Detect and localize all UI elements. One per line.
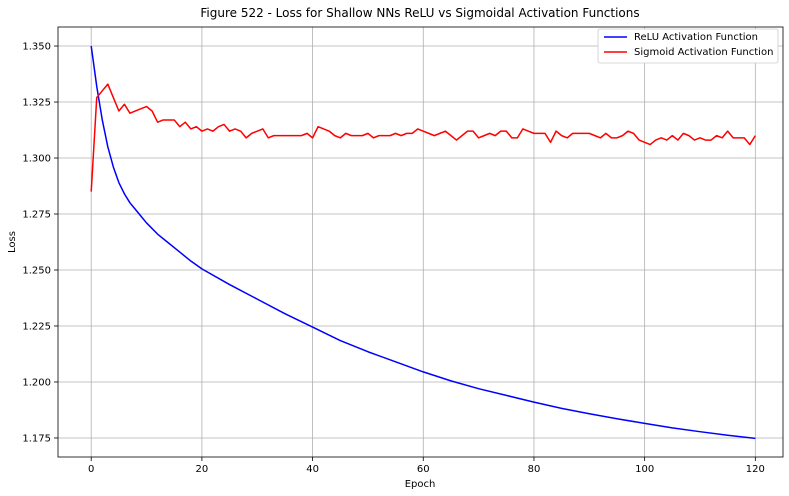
y-tick-label: 1.350 <box>22 42 51 53</box>
plot-frame <box>57 26 784 458</box>
legend-box <box>597 28 779 64</box>
y-tick-label: 1.300 <box>22 154 51 165</box>
x-tick-label: 100 <box>635 464 654 475</box>
y-axis-ticks: 1.175 1.200 1.225 1.250 1.275 1.300 1.325 1.350 <box>22 42 58 444</box>
y-tick-label: 1.225 <box>22 321 51 332</box>
legend-label-sigmoid: Sigmoid Activation Function <box>634 47 773 58</box>
series-layer <box>90 45 756 440</box>
x-tick-label: 120 <box>746 464 765 475</box>
y-tick-label: 1.275 <box>22 210 51 221</box>
legend-label-relu: ReLU Activation Function <box>634 32 758 43</box>
legend: ReLU Activation Function Sigmoid Activat… <box>597 28 779 64</box>
x-tick-label: 80 <box>528 464 541 475</box>
x-axis-ticks: 0 20 40 60 80 100 120 <box>88 457 765 475</box>
x-tick-label: 20 <box>196 464 209 475</box>
chart-title: Figure 522 - Loss for Shallow NNs ReLU v… <box>200 6 639 20</box>
y-tick-label: 1.325 <box>22 98 51 109</box>
relu-loss-line <box>90 45 756 440</box>
sigmoid-loss-line <box>90 83 756 192</box>
x-tick-label: 60 <box>417 464 430 475</box>
y-tick-label: 1.200 <box>22 377 51 388</box>
grid-lines <box>58 27 783 457</box>
x-tick-label: 0 <box>88 464 94 475</box>
x-tick-label: 40 <box>306 464 319 475</box>
x-axis-label: Epoch <box>405 479 436 490</box>
y-axis-label: Loss <box>7 231 18 253</box>
y-tick-label: 1.250 <box>22 265 51 276</box>
y-tick-label: 1.175 <box>22 433 51 444</box>
